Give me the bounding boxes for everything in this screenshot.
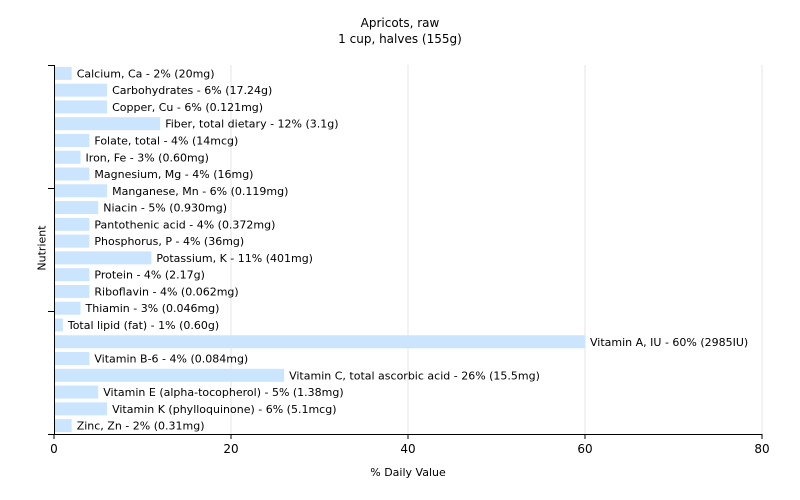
- bar: [54, 217, 90, 231]
- data-label: Potassium, K - 11% (401mg): [156, 252, 313, 265]
- data-label: Vitamin E (alpha-tocopherol) - 5% (1.38m…: [103, 386, 343, 399]
- x-tick-label: 0: [50, 442, 58, 456]
- data-label: Calcium, Ca - 2% (20mg): [77, 67, 215, 80]
- data-label: Fiber, total dietary - 12% (3.1g): [165, 118, 338, 131]
- chart-title: Apricots, raw: [360, 16, 440, 30]
- bar: [54, 385, 99, 399]
- bar-layer: [54, 66, 585, 433]
- bar: [54, 284, 90, 298]
- axis-layer: 0 20 40 60 80: [48, 65, 770, 456]
- data-label: Carbohydrates - 6% (17.24g): [112, 84, 272, 97]
- x-tick-label: 40: [400, 442, 415, 456]
- data-label: Thiamin - 3% (0.046mg): [85, 302, 220, 315]
- bar: [54, 66, 72, 80]
- x-tick-label: 20: [223, 442, 238, 456]
- bar: [54, 83, 108, 97]
- data-label: Zinc, Zn - 2% (0.31mg): [77, 420, 205, 433]
- bar: [54, 419, 72, 433]
- x-axis-title: % Daily Value: [370, 466, 446, 479]
- bar: [54, 100, 108, 114]
- data-label: Vitamin C, total ascorbic acid - 26% (15…: [289, 369, 540, 382]
- y-axis-title: Nutrient: [35, 225, 49, 271]
- data-label: Iron, Fe - 3% (0.60mg): [86, 151, 209, 164]
- bar: [54, 318, 63, 332]
- bar: [54, 301, 81, 315]
- data-label: Vitamin A, IU - 60% (2985IU): [590, 336, 748, 349]
- chart-subtitle: 1 cup, halves (155g): [338, 32, 462, 46]
- data-label: Copper, Cu - 6% (0.121mg): [112, 101, 263, 114]
- data-label: Phosphorus, P - 4% (36mg): [94, 235, 244, 248]
- bar: [54, 167, 90, 181]
- bar: [54, 117, 161, 131]
- bar: [54, 150, 81, 164]
- bar: [54, 234, 90, 248]
- data-label: Vitamin K (phylloquinone) - 6% (5.1mcg): [112, 403, 336, 416]
- data-label: Total lipid (fat) - 1% (0.60g): [67, 319, 219, 332]
- bar: [54, 251, 152, 265]
- bar: [54, 201, 99, 215]
- data-label: Vitamin B-6 - 4% (0.084mg): [94, 353, 248, 366]
- bar: [54, 268, 90, 282]
- bar: [54, 184, 108, 198]
- data-label-layer: Calcium, Ca - 2% (20mg) Carbohydrates - 6…: [67, 67, 748, 432]
- data-label: Riboflavin - 4% (0.062mg): [94, 285, 238, 298]
- bar: [54, 368, 285, 382]
- data-label: Magnesium, Mg - 4% (16mg): [94, 168, 253, 181]
- bar: [54, 402, 108, 416]
- x-tick-label: 60: [577, 442, 592, 456]
- data-label: Folate, total - 4% (14mcg): [94, 134, 238, 147]
- x-tick-label: 80: [754, 442, 769, 456]
- data-label: Pantothenic acid - 4% (0.372mg): [94, 218, 275, 231]
- data-label: Niacin - 5% (0.930mg): [103, 202, 227, 215]
- bar: [54, 133, 90, 147]
- data-label: Manganese, Mn - 6% (0.119mg): [112, 185, 288, 198]
- data-label: Protein - 4% (2.17g): [94, 269, 205, 282]
- bar: [54, 352, 90, 366]
- bar: [54, 335, 585, 349]
